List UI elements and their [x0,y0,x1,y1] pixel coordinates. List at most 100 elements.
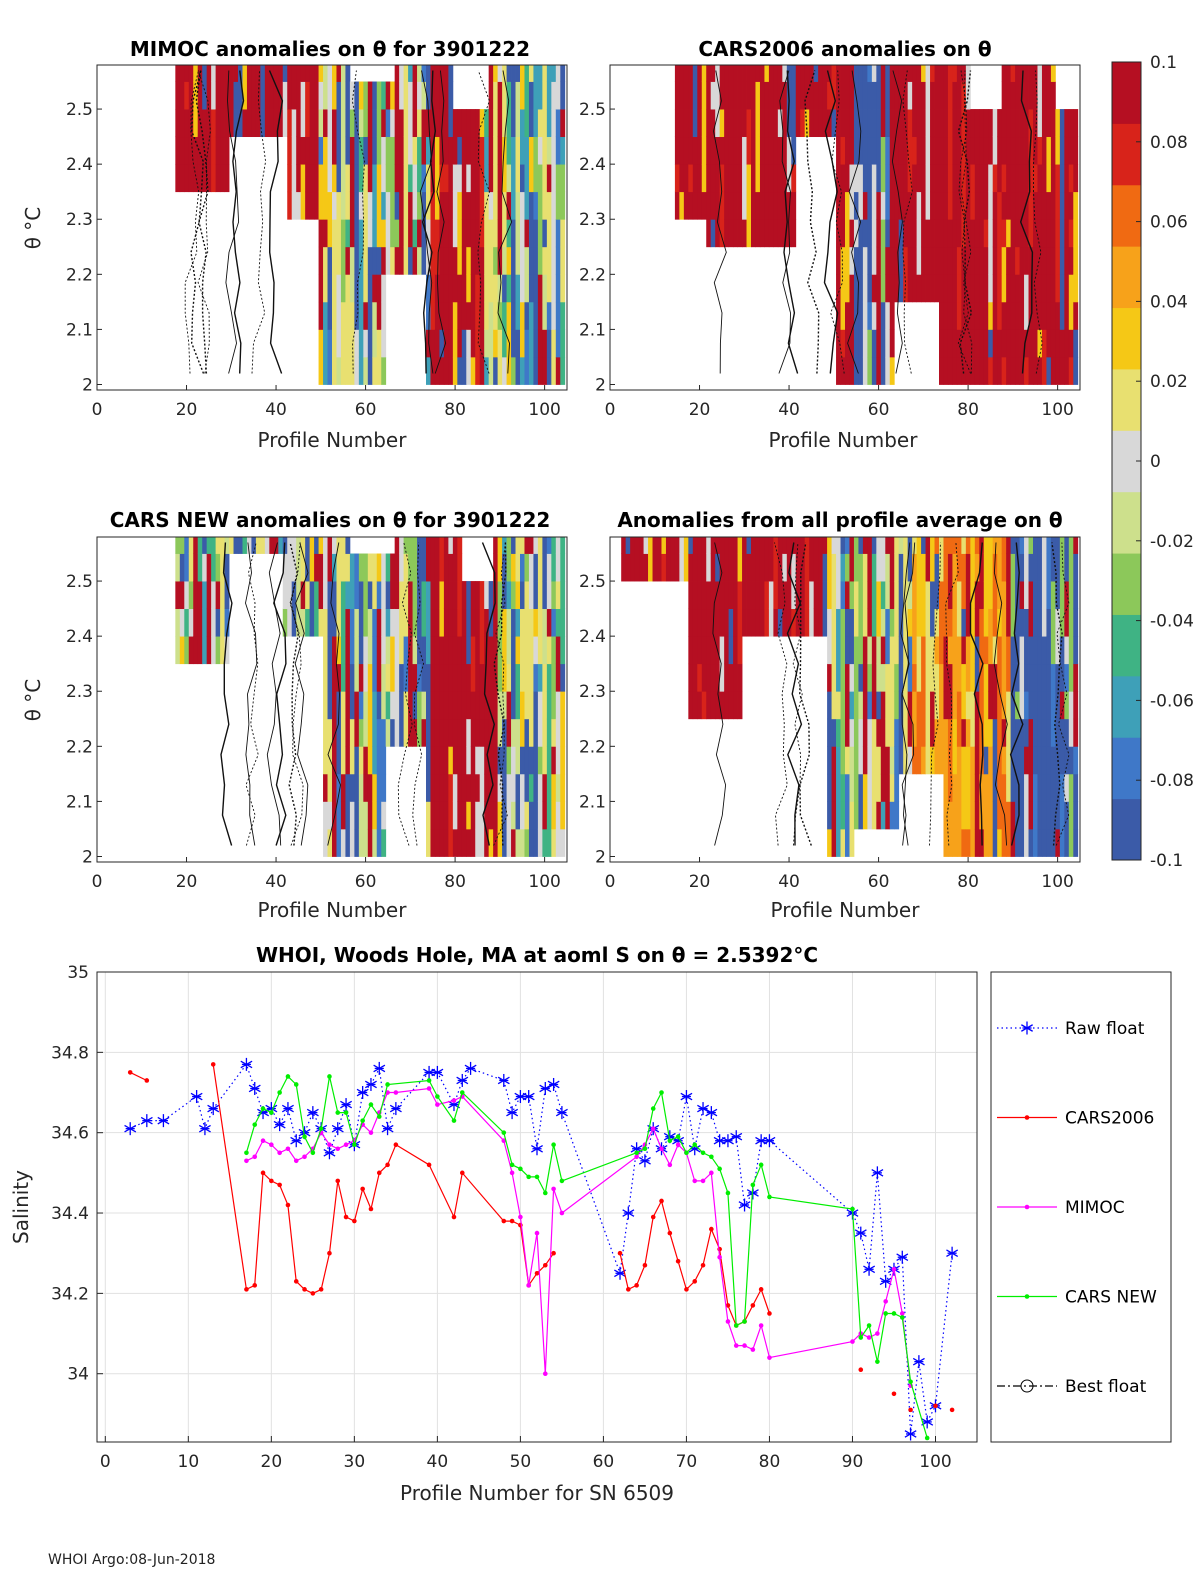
heatmap-cell [475,191,481,220]
heatmap-cell [728,608,734,637]
x-tick-label: 50 [510,1452,532,1472]
heatmap-cell [1006,329,1012,358]
heatmap-cell [1033,636,1038,665]
heatmap-cell [1059,773,1065,802]
heatmap-cell [880,219,886,248]
heatmap-cell [502,636,507,665]
heatmap-cell [840,718,846,747]
heatmap-cell [1041,81,1047,110]
heatmap-cell [889,164,895,193]
heatmap-cell [452,553,458,582]
heatmap-cell [800,608,806,637]
heatmap-cell [858,274,864,303]
heatmap-cell [515,81,521,110]
heatmap-cell [943,746,949,775]
heatmap-cell [956,663,962,692]
heatmap-cell [327,773,333,802]
heatmap-cell [988,301,994,330]
data-point [260,1170,266,1176]
heatmap-cell [755,65,761,82]
asterisk-marker [248,1081,261,1095]
heatmap-cell [1073,301,1079,330]
heatmap-cell [1015,81,1020,110]
heatmap-cell [193,109,199,138]
heatmap-cell [291,608,297,637]
heatmap-cell [894,274,900,303]
heatmap-cell [840,537,846,554]
heatmap-cell [777,164,783,193]
heatmap-cell [845,746,850,775]
heatmap-cell [457,773,463,802]
heatmap-cell [1037,219,1043,248]
heatmap-cell [777,553,783,582]
data-point [642,1262,648,1268]
heatmap-cell [724,136,730,165]
heatmap-cell [439,191,445,220]
heatmap-cell [1050,109,1056,138]
heatmap-cell [300,164,306,193]
heatmap-cell [773,608,779,637]
data-point [850,1206,855,1212]
heatmap-cell [979,329,985,358]
heatmap-cell [1024,636,1029,665]
heatmap-cell [551,65,557,82]
heatmap-cell [782,136,788,165]
heatmap-cell [488,746,494,775]
heatmap-cell [430,691,436,720]
heatmap-cell [417,136,422,165]
heatmap-cell [403,553,409,582]
heatmap-cell [683,191,689,220]
heatmap-cell [795,553,801,582]
heatmap-cell [827,65,832,82]
heatmap-cell [674,81,680,110]
heatmap-cell [488,246,494,275]
heatmap-cell [537,356,543,385]
heatmap-cell [733,109,738,138]
colorbar-swatch [1112,307,1141,370]
heatmap-cell [965,301,971,330]
heatmap-cell [755,581,761,610]
heatmap-cell [399,636,405,665]
heatmap-cell [394,636,400,665]
heatmap-cell [555,828,561,857]
heatmap-cell [768,191,774,220]
heatmap-cell [457,109,463,138]
heatmap-cell [894,553,900,582]
heatmap-cell [533,301,539,330]
heatmap-cell [715,691,721,720]
asterisk-marker [896,1250,909,1264]
heatmap-cell [470,636,476,665]
contour-line [957,70,972,374]
heatmap-cell [475,663,481,692]
heatmap-cell [907,164,913,193]
heatmap-cell [184,164,190,193]
heatmap-cell [354,81,360,110]
heatmap-cell [947,136,953,165]
heatmap-cell [439,356,445,385]
heatmap-cell [1037,773,1043,802]
asterisk-marker [622,1206,635,1220]
heatmap-cell [533,356,539,385]
heatmap-cell [840,581,846,610]
heatmap-cell [867,636,873,665]
heatmap-cell [560,537,566,554]
data-point [285,1074,291,1079]
heatmap-cell [916,608,922,637]
data-point [717,1166,722,1172]
heatmap-cell [764,164,770,193]
heatmap-cell [1059,691,1065,720]
heatmap-cell [742,581,747,610]
heatmap-cell [862,191,868,220]
heatmap-cell [697,164,703,193]
heatmap-cell [220,81,225,110]
heatmap-cell [701,608,707,637]
heatmap-cell [323,663,328,692]
heatmap-cell [358,608,364,637]
heatmap-cell [961,301,967,330]
heatmap-cell [282,65,288,82]
heatmap-cell [907,246,913,275]
heatmap-cell [434,828,440,857]
heatmap-cell [367,608,373,637]
heatmap-cell [1015,274,1020,303]
heatmap-cell [1059,553,1065,582]
